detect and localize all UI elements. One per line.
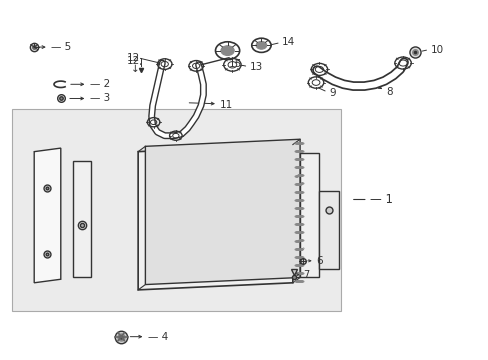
Bar: [319, 191, 338, 269]
FancyBboxPatch shape: [12, 109, 341, 311]
Text: ↓: ↓: [131, 64, 140, 75]
Text: 10: 10: [430, 45, 443, 55]
Text: 14: 14: [282, 37, 295, 48]
Bar: [73, 161, 91, 278]
Text: 15: 15: [228, 59, 242, 69]
Polygon shape: [138, 145, 292, 290]
Polygon shape: [34, 148, 61, 283]
Text: — 5: — 5: [51, 42, 71, 52]
Text: 8: 8: [386, 87, 392, 97]
Polygon shape: [145, 139, 300, 284]
Text: — 3: — 3: [90, 94, 110, 103]
Text: 11: 11: [219, 99, 232, 109]
Text: 7: 7: [303, 270, 309, 280]
Text: 13: 13: [249, 62, 262, 72]
Text: — 4: — 4: [147, 332, 168, 342]
Text: — 1: — 1: [369, 193, 392, 206]
Circle shape: [221, 46, 234, 55]
Bar: [300, 153, 319, 278]
Text: 12: 12: [126, 53, 139, 63]
Text: — 2: — 2: [90, 79, 110, 89]
Circle shape: [256, 41, 266, 49]
Text: 9: 9: [328, 88, 335, 98]
Text: 6: 6: [315, 256, 322, 266]
Text: 12: 12: [127, 56, 140, 66]
